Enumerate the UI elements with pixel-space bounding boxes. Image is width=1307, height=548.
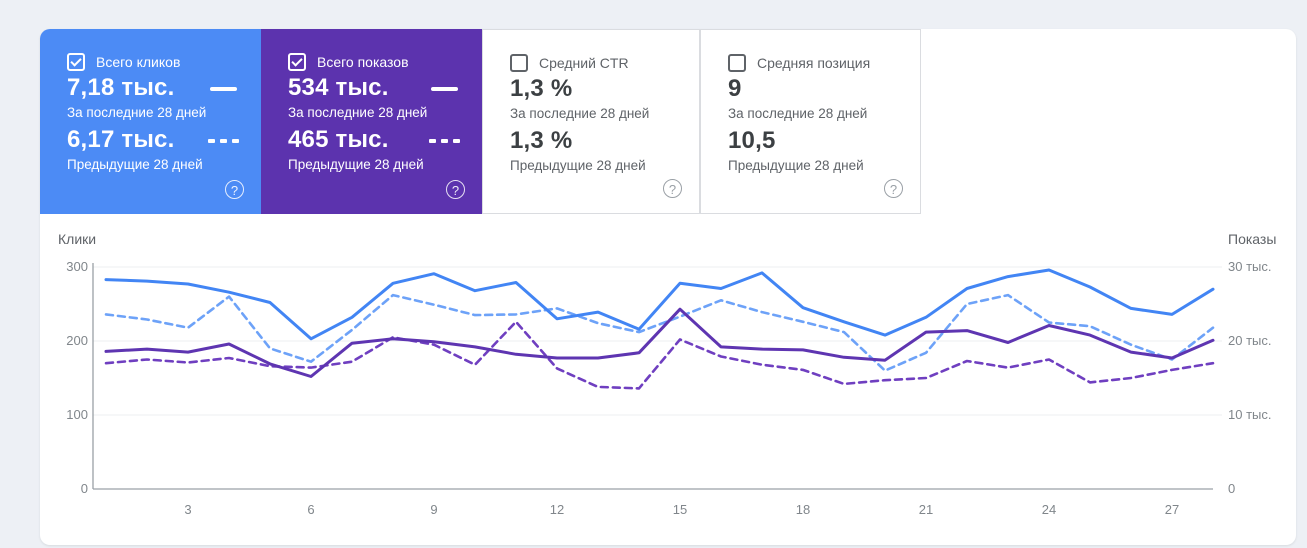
- left-axis-title: Клики: [58, 231, 97, 247]
- x-tick-12: 12: [549, 502, 565, 517]
- metric-caption-current: За последние 28 дней: [288, 105, 428, 120]
- performance-panel: Всего кликов 7,18 тыс. За последние 28 д…: [40, 29, 1296, 545]
- x-tick-18: 18: [795, 502, 811, 517]
- metric-card-header: Средний CTR: [510, 54, 629, 72]
- metric-caption-previous: Предыдущие 28 дней: [510, 158, 646, 173]
- y-left-tick-300: 300: [66, 259, 88, 274]
- y-right-tick-0: 0: [1228, 481, 1236, 496]
- metric-value-previous: 6,17 тыс.: [67, 126, 175, 153]
- right-axis-title: Показы: [1228, 231, 1277, 247]
- help-icon[interactable]: ?: [225, 180, 244, 199]
- y-left-tick-0: 0: [80, 481, 88, 496]
- metric-value-previous: 10,5: [728, 127, 776, 154]
- series-2: [104, 307, 1215, 378]
- metric-value-current: 9: [728, 75, 742, 102]
- y-left-tick-100: 100: [66, 407, 88, 422]
- metric-caption-previous: Предыдущие 28 дней: [288, 157, 424, 172]
- metric-caption-current: За последние 28 дней: [510, 106, 650, 121]
- metric-card-label: Средняя позиция: [757, 55, 871, 71]
- metric-caption-current: За последние 28 дней: [728, 106, 868, 121]
- solid-line-legend-icon: [431, 87, 458, 91]
- metric-card-label: Средний CTR: [539, 55, 629, 71]
- series-3: [104, 320, 1215, 390]
- series-0: [104, 268, 1215, 341]
- x-tick-9: 9: [430, 502, 438, 517]
- y-right-tick-10k: 10 тыс.: [1228, 407, 1272, 422]
- metric-card-average-position[interactable]: Средняя позиция 9 За последние 28 дней 1…: [700, 29, 921, 214]
- metric-card-total-impressions[interactable]: Всего показов 534 тыс. За последние 28 д…: [261, 29, 482, 214]
- checkbox-unchecked-icon[interactable]: [510, 54, 528, 72]
- metric-card-header: Всего кликов: [67, 53, 180, 71]
- x-tick-6: 6: [307, 502, 315, 517]
- metric-card-total-clicks[interactable]: Всего кликов 7,18 тыс. За последние 28 д…: [40, 29, 261, 214]
- metric-card-header: Средняя позиция: [728, 54, 870, 72]
- metric-value-current: 7,18 тыс.: [67, 74, 175, 101]
- metric-value-current: 534 тыс.: [288, 74, 389, 101]
- checkbox-unchecked-icon[interactable]: [728, 54, 746, 72]
- help-icon[interactable]: ?: [884, 179, 903, 198]
- x-tick-15: 15: [672, 502, 688, 517]
- metric-caption-previous: Предыдущие 28 дней: [728, 158, 864, 173]
- metric-card-label: Всего показов: [317, 54, 409, 70]
- y-left-tick-200: 200: [66, 333, 88, 348]
- metric-card-header: Всего показов: [288, 53, 409, 71]
- checkbox-checked-icon[interactable]: [67, 53, 85, 71]
- solid-line-legend-icon: [210, 87, 237, 91]
- metric-card-average-ctr[interactable]: Средний CTR 1,3 % За последние 28 дней 1…: [482, 29, 700, 214]
- metric-value-current: 1,3 %: [510, 75, 573, 102]
- checkbox-checked-icon[interactable]: [288, 53, 306, 71]
- dashed-line-legend-icon: [208, 139, 239, 143]
- performance-line-chart[interactable]: [40, 29, 1296, 545]
- metric-caption-current: За последние 28 дней: [67, 105, 207, 120]
- metric-value-previous: 1,3 %: [510, 127, 573, 154]
- x-tick-24: 24: [1041, 502, 1057, 517]
- help-icon[interactable]: ?: [446, 180, 465, 199]
- help-icon[interactable]: ?: [663, 179, 682, 198]
- metric-caption-previous: Предыдущие 28 дней: [67, 157, 203, 172]
- x-tick-27: 27: [1164, 502, 1180, 517]
- y-right-tick-30k: 30 тыс.: [1228, 259, 1272, 274]
- y-right-tick-20k: 20 тыс.: [1228, 333, 1272, 348]
- x-tick-3: 3: [184, 502, 192, 517]
- dashed-line-legend-icon: [429, 139, 460, 143]
- series-1: [104, 293, 1215, 372]
- metric-card-label: Всего кликов: [96, 54, 181, 70]
- x-tick-21: 21: [918, 502, 934, 517]
- metric-value-previous: 465 тыс.: [288, 126, 389, 153]
